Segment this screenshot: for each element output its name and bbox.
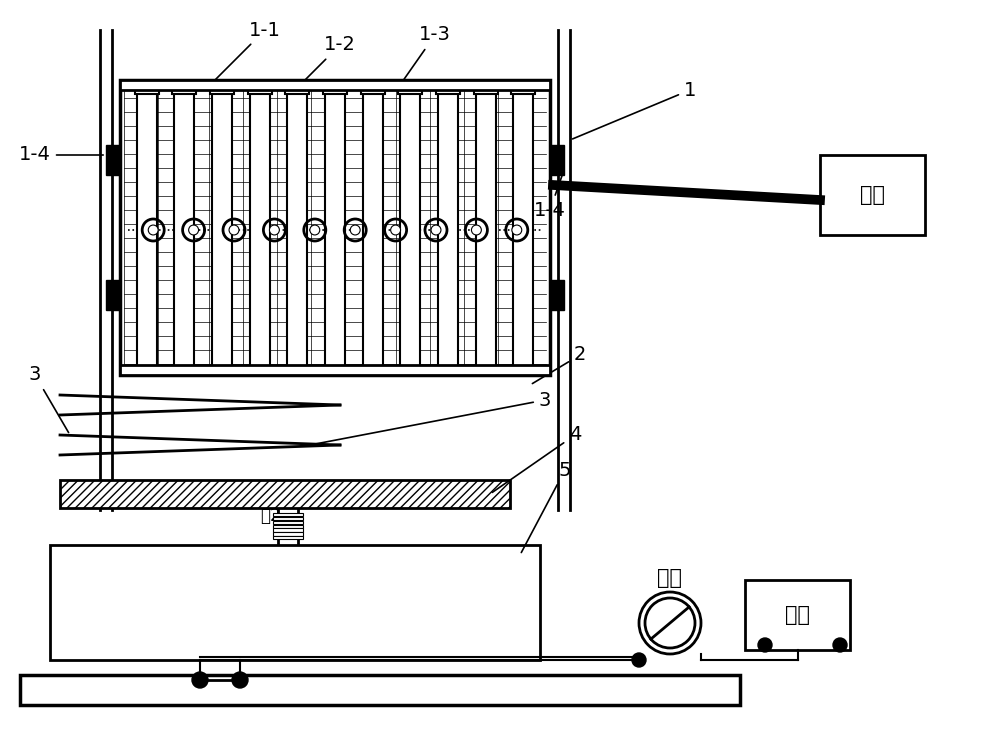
Text: 3: 3 <box>29 366 69 433</box>
Bar <box>273 536 303 539</box>
Bar <box>172 82 196 94</box>
Text: 1-1: 1-1 <box>212 20 281 83</box>
Text: 1-4: 1-4 <box>19 146 103 164</box>
Circle shape <box>512 225 522 235</box>
Circle shape <box>192 672 208 688</box>
Bar <box>135 82 159 94</box>
Bar <box>273 513 303 516</box>
Circle shape <box>189 225 199 235</box>
Bar <box>820 155 925 235</box>
Bar <box>273 517 303 520</box>
Text: 电源: 电源 <box>785 605 810 625</box>
Text: 4: 4 <box>492 426 581 493</box>
Bar <box>745 580 850 650</box>
Bar <box>120 80 550 375</box>
Bar <box>438 90 458 373</box>
Text: 1-3: 1-3 <box>402 26 451 83</box>
Bar <box>137 90 157 373</box>
Text: 图2: 图2 <box>260 507 280 525</box>
Bar <box>273 520 303 524</box>
Bar <box>20 675 740 705</box>
Bar <box>287 90 307 373</box>
Bar <box>550 145 564 175</box>
Bar <box>398 82 422 94</box>
Bar <box>60 480 510 508</box>
Bar <box>363 90 383 373</box>
Circle shape <box>833 638 847 652</box>
Text: 1-4: 1-4 <box>534 173 566 219</box>
Bar <box>550 280 564 310</box>
Circle shape <box>148 225 158 235</box>
Bar <box>511 82 535 94</box>
Text: 手机: 手机 <box>860 185 885 205</box>
Text: 开关: 开关 <box>658 568 682 588</box>
Bar <box>174 90 194 373</box>
Circle shape <box>391 225 401 235</box>
Text: 2: 2 <box>532 345 586 384</box>
Bar <box>212 90 232 373</box>
Bar <box>513 90 533 373</box>
Bar <box>273 529 303 532</box>
Text: 5: 5 <box>521 460 571 553</box>
Bar <box>120 80 550 90</box>
Bar <box>436 82 460 94</box>
Bar <box>273 532 303 535</box>
Bar <box>248 82 272 94</box>
Text: 3: 3 <box>313 391 551 445</box>
Circle shape <box>310 225 320 235</box>
Circle shape <box>471 225 481 235</box>
Bar <box>250 90 270 373</box>
Circle shape <box>232 672 248 688</box>
Bar <box>361 82 385 94</box>
Bar <box>476 90 496 373</box>
Bar <box>106 145 120 175</box>
Bar <box>285 82 309 94</box>
Circle shape <box>758 638 772 652</box>
Bar <box>210 82 234 94</box>
Circle shape <box>229 225 239 235</box>
Circle shape <box>431 225 441 235</box>
Text: 1: 1 <box>573 80 696 139</box>
Bar <box>106 280 120 310</box>
Bar <box>474 82 498 94</box>
Bar <box>323 82 347 94</box>
Circle shape <box>632 653 646 667</box>
Bar <box>120 365 550 375</box>
Circle shape <box>350 225 360 235</box>
Bar <box>273 524 303 528</box>
Bar <box>325 90 345 373</box>
Bar <box>50 545 540 660</box>
Text: 1-2: 1-2 <box>302 35 356 83</box>
Circle shape <box>269 225 279 235</box>
Bar <box>400 90 420 373</box>
